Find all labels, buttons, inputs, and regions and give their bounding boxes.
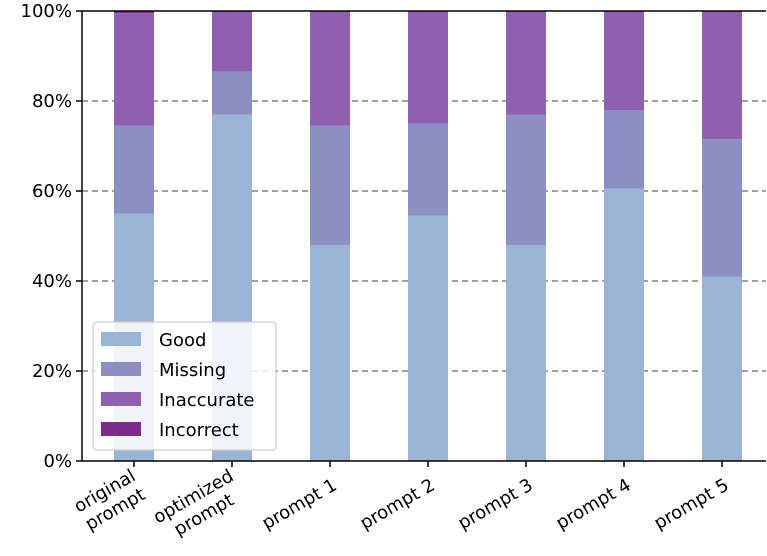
legend-label-incorrect: Incorrect	[159, 420, 239, 441]
legend-box	[92, 321, 277, 451]
svg-text:prompt 2: prompt 2	[356, 475, 438, 535]
bar-segment-missing	[408, 123, 448, 216]
y-tick-label: 20%	[32, 361, 72, 382]
bar-segment-missing	[310, 125, 350, 245]
bar-segment-inaccurate	[408, 11, 448, 124]
legend-swatch-inaccurate	[101, 392, 141, 406]
svg-text:prompt 1: prompt 1	[258, 475, 340, 535]
bar-segment-inaccurate	[310, 11, 350, 126]
legend-label-inaccurate: Inaccurate	[159, 390, 255, 411]
y-tick-label: 0%	[43, 451, 72, 472]
y-tick-label: 40%	[32, 271, 72, 292]
svg-text:originalprompt: originalprompt	[70, 466, 149, 536]
x-tick-label: optimizedprompt	[150, 466, 248, 547]
bars	[114, 11, 742, 461]
bar-segment-good	[604, 188, 644, 461]
legend-label-good: Good	[159, 330, 206, 351]
y-tick-label: 80%	[32, 91, 72, 112]
legend-swatch-incorrect	[101, 422, 141, 436]
x-tick-label: prompt 4	[552, 475, 634, 535]
bar-segment-missing	[506, 114, 546, 245]
x-tick-label: prompt 5	[650, 475, 732, 535]
bar-segment-good	[702, 276, 742, 461]
bar-segment-missing	[114, 125, 154, 214]
bar-segment-inaccurate	[212, 11, 252, 72]
bar-segment-inaccurate	[114, 13, 154, 126]
x-tick-label: prompt 1	[258, 475, 340, 535]
bar-segment-incorrect	[114, 11, 154, 14]
bar-segment-inaccurate	[506, 11, 546, 115]
y-tick-label: 60%	[32, 181, 72, 202]
x-tick-label: prompt 3	[454, 475, 536, 535]
bar-segment-good	[408, 215, 448, 461]
bar-segment-inaccurate	[702, 11, 742, 140]
svg-text:prompt 5: prompt 5	[650, 475, 732, 535]
svg-text:prompt 3: prompt 3	[454, 475, 536, 535]
bar-segment-missing	[702, 139, 742, 277]
legend: Good Missing Inaccurate Incorrect	[92, 321, 277, 451]
y-tick-label: 100%	[21, 1, 72, 22]
x-tick-label: originalprompt	[70, 466, 149, 536]
bar-segment-good	[506, 245, 546, 461]
x-tick-label: prompt 2	[356, 475, 438, 535]
bar-segment-missing	[604, 110, 644, 189]
bar-segment-good	[310, 245, 350, 461]
svg-text:prompt 4: prompt 4	[552, 475, 634, 535]
legend-swatch-missing	[101, 362, 141, 376]
legend-label-missing: Missing	[159, 360, 226, 381]
bar-segment-inaccurate	[604, 11, 644, 110]
svg-text:optimizedprompt: optimizedprompt	[150, 466, 248, 547]
bar-segment-missing	[212, 71, 252, 115]
legend-swatch-good	[101, 332, 141, 346]
